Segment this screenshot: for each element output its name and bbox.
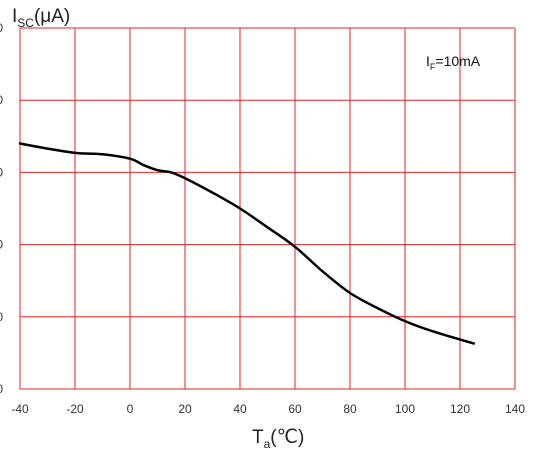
x-tick-label: 100 — [395, 402, 415, 416]
y-tick-label: 0 — [0, 165, 3, 179]
condition-annotation: IF=10mA — [426, 53, 481, 72]
y-tick-label: 0 — [0, 238, 3, 252]
x-tick-label: 120 — [450, 402, 470, 416]
tick-labels: -40 -20 0 20 40 60 80 100 120 140 0 0 0 0 0 0 — [0, 21, 525, 416]
x-tick-label: -20 — [66, 402, 84, 416]
y-axis-label: ISC(μA) — [12, 6, 70, 30]
y-tick-label: 0 — [0, 310, 3, 324]
y-tick-label: 0 — [0, 93, 3, 107]
x-axis-label: Ta(℃) — [252, 427, 304, 451]
x-tick-label: 0 — [127, 402, 134, 416]
y-tick-label: 0 — [0, 21, 3, 35]
y-tick-label: 0 — [0, 382, 3, 396]
x-tick-label: -40 — [11, 402, 29, 416]
x-tick-label: 80 — [343, 402, 357, 416]
x-tick-label: 60 — [288, 402, 302, 416]
x-tick-label: 20 — [178, 402, 192, 416]
series-line — [18, 142, 476, 345]
x-tick-label: 140 — [505, 402, 525, 416]
x-tick-label: 40 — [233, 402, 247, 416]
